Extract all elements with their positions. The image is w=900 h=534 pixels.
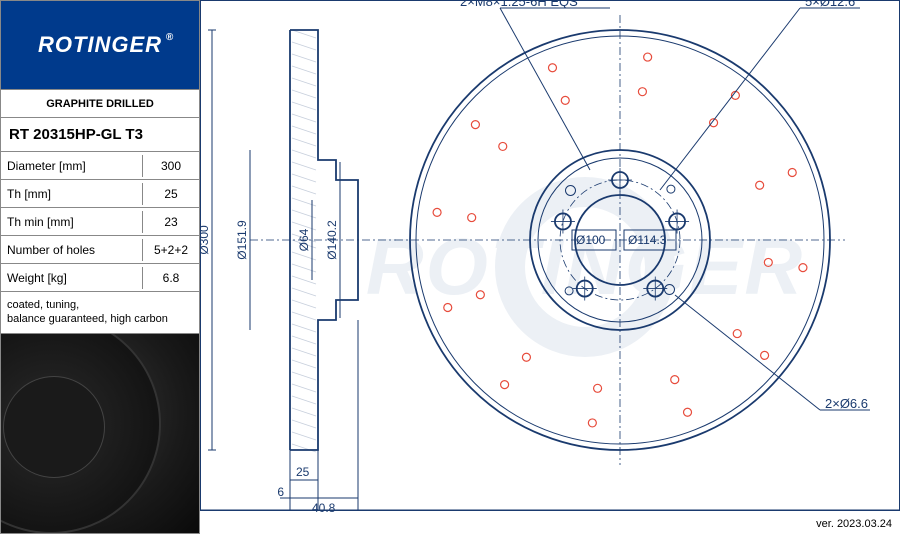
table-row: Th [mm]25 xyxy=(1,180,199,208)
spec-notes: coated, tuning, balance guaranteed, high… xyxy=(1,292,199,333)
svg-text:Ø64: Ø64 xyxy=(297,228,311,251)
svg-text:Ø140.2: Ø140.2 xyxy=(325,220,339,260)
product-photo xyxy=(0,334,200,534)
svg-text:25: 25 xyxy=(296,465,310,479)
table-row: Th min [mm]23 xyxy=(1,208,199,236)
svg-text:Ø151.9: Ø151.9 xyxy=(235,220,249,260)
left-panel: ROTINGER GRAPHITE DRILLED RT 20315HP-GL … xyxy=(0,0,200,534)
logo-text: ROTINGER xyxy=(38,32,162,58)
page: ROTINGER GRAPHITE DRILLED RT 20315HP-GL … xyxy=(0,0,900,534)
svg-text:Ø114.3: Ø114.3 xyxy=(628,233,667,247)
table-row: Weight [kg]6.8 xyxy=(1,264,199,292)
logo-box: ROTINGER xyxy=(0,0,200,90)
svg-text:Ø100: Ø100 xyxy=(576,233,606,247)
table-row: Diameter [mm]300 xyxy=(1,152,199,180)
spec-header: GRAPHITE DRILLED xyxy=(1,92,199,116)
spec-table: GRAPHITE DRILLED RT 20315HP-GL T3 Diamet… xyxy=(0,90,200,334)
svg-text:Ø300: Ø300 xyxy=(200,225,211,255)
technical-drawing: ROTINGER Ø100Ø114.32×M8×1.25-6H EQS5×Ø12… xyxy=(200,0,900,534)
svg-text:2×M8×1.25-6H EQS: 2×M8×1.25-6H EQS xyxy=(460,0,578,9)
svg-text:6: 6 xyxy=(277,485,284,499)
part-number: RT 20315HP-GL T3 xyxy=(1,118,199,151)
drawing-svg: Ø100 Ø114.3 2×M8×1.25-6H EQS 5×Ø12.6 2×Ø6.6 Ø… xyxy=(200,0,900,534)
version-label: ver. 2023.03.24 xyxy=(816,518,892,530)
svg-text:2×Ø6.6: 2×Ø6.6 xyxy=(825,396,868,411)
svg-text:40.8: 40.8 xyxy=(312,501,336,515)
table-row: Number of holes5+2+2 xyxy=(1,236,199,264)
svg-text:5×Ø12.6: 5×Ø12.6 xyxy=(805,0,855,9)
